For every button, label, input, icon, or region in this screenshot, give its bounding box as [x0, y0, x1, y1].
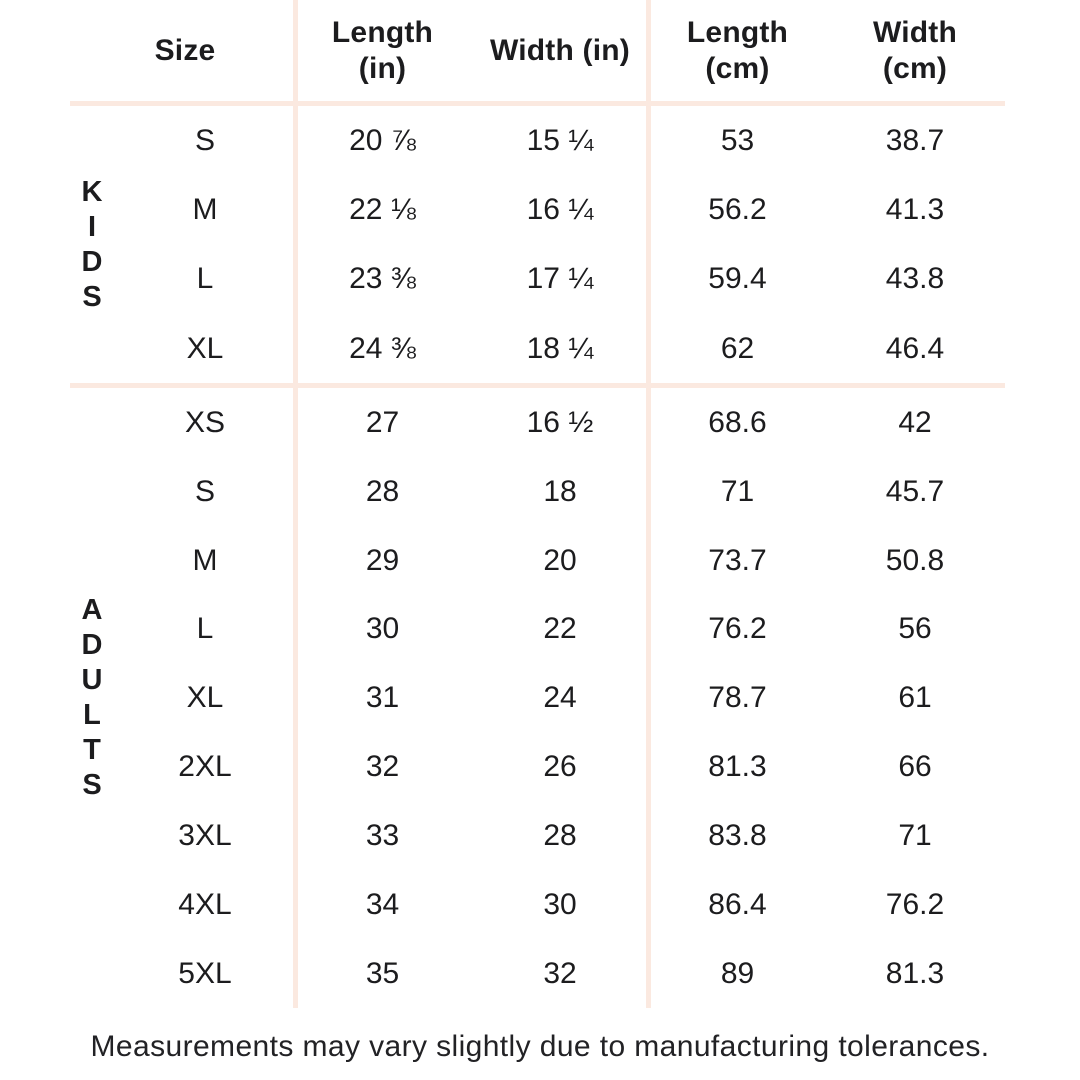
measurement-cell: 46.4	[885, 331, 945, 365]
size-cell: S	[194, 474, 215, 508]
measurement-cell: 53	[720, 123, 755, 157]
table-header-row: Size Length (in) Width (in) Length (cm) …	[0, 0, 1005, 101]
size-cell: XL	[186, 681, 224, 715]
vertical-divider-left	[293, 0, 298, 1008]
measurement-cell: 30	[543, 887, 577, 921]
vertical-divider-right	[646, 0, 651, 1008]
measurement-cell: 32	[365, 750, 400, 784]
header-length-in: Length (in)	[331, 16, 434, 85]
size-cell: 2XL	[178, 750, 232, 784]
measurement-cell: 41.3	[885, 193, 945, 227]
measurement-cell: 71	[898, 819, 932, 853]
measurement-cell: 28	[365, 474, 400, 508]
size-cell: L	[196, 262, 214, 296]
measurement-cell: 28	[543, 819, 577, 853]
header-width-in: Width (in)	[489, 33, 630, 67]
measurement-cell: 22	[543, 612, 577, 646]
size-cell: M	[192, 193, 218, 227]
size-cell: L	[196, 612, 214, 646]
measurement-cell: 81.3	[885, 956, 945, 990]
measurement-cell: 78.7	[708, 681, 767, 715]
size-cell: 3XL	[178, 819, 232, 853]
measurement-cell: 56.2	[708, 193, 767, 227]
measurement-cell: 68.6	[708, 405, 767, 439]
measurement-cell: 30	[365, 612, 400, 646]
measurement-cell: 24	[543, 681, 577, 715]
measurement-cell: 16 ½	[526, 405, 594, 439]
measurement-cell: 45.7	[885, 474, 945, 508]
measurement-cell: 22 ⅛	[349, 193, 416, 227]
header-length-cm: Length (cm)	[686, 16, 789, 85]
kids-section-label: K I D S	[81, 175, 104, 313]
footnote: Measurements may vary slightly due to ma…	[90, 1030, 990, 1063]
measurement-cell: 26	[543, 750, 577, 784]
measurement-cell: 76.2	[708, 612, 767, 646]
measurement-cell: 27	[365, 405, 400, 439]
measurement-cell: 34	[365, 887, 400, 921]
size-cell: M	[192, 543, 218, 577]
measurement-cell: 29	[365, 543, 400, 577]
header-width-cm: Width (cm)	[872, 16, 958, 85]
measurement-cell: 16 ¼	[526, 193, 594, 227]
measurement-cell: 17 ¼	[526, 262, 594, 296]
measurement-cell: 33	[365, 819, 400, 853]
measurement-cell: 24 ⅜	[349, 331, 416, 365]
size-cell: S	[194, 123, 215, 157]
header-divider	[70, 101, 1005, 106]
kids-section: K I D S S 20 ⅞ 15 ¼ 53 38.7 M 22 ⅛ 16 ¼ 56.2 41.3 L…	[0, 106, 1005, 383]
measurement-cell: 18	[543, 474, 577, 508]
measurement-cell: 23 ⅜	[349, 262, 416, 296]
measurement-cell: 50.8	[885, 543, 945, 577]
measurement-cell: 20 ⅞	[349, 123, 416, 157]
measurement-cell: 56	[898, 612, 932, 646]
measurement-cell: 42	[898, 405, 932, 439]
measurement-cell: 61	[898, 681, 932, 715]
measurement-cell: 62	[720, 331, 755, 365]
corner-spacer	[0, 0, 145, 101]
measurement-cell: 31	[365, 681, 400, 715]
measurement-cell: 32	[543, 956, 577, 990]
size-cell: 4XL	[178, 887, 232, 921]
measurement-cell: 18 ¼	[526, 331, 594, 365]
size-cell: 5XL	[178, 956, 232, 990]
header-size: Size	[154, 33, 216, 67]
measurement-cell: 86.4	[708, 887, 767, 921]
size-cell: XS	[184, 405, 226, 439]
measurement-cell: 83.8	[708, 819, 767, 853]
section-divider	[70, 383, 1005, 388]
measurement-cell: 89	[720, 956, 755, 990]
measurement-cell: 20	[543, 543, 577, 577]
measurement-cell: 71	[720, 474, 755, 508]
measurement-cell: 73.7	[708, 543, 767, 577]
measurement-cell: 66	[898, 750, 932, 784]
measurement-cell: 43.8	[885, 262, 945, 296]
adults-section-label: A D U L T S	[81, 593, 104, 801]
adults-section: A D U L T S XS 27 16 ½ 68.6 42 S 28 18 71 45.7 M 29 2…	[0, 388, 1005, 1008]
measurement-cell: 35	[365, 956, 400, 990]
measurement-cell: 38.7	[885, 123, 945, 157]
measurement-cell: 59.4	[708, 262, 767, 296]
size-cell: XL	[186, 331, 224, 365]
measurement-cell: 76.2	[885, 887, 945, 921]
measurement-cell: 81.3	[708, 750, 767, 784]
measurement-cell: 15 ¼	[526, 123, 594, 157]
